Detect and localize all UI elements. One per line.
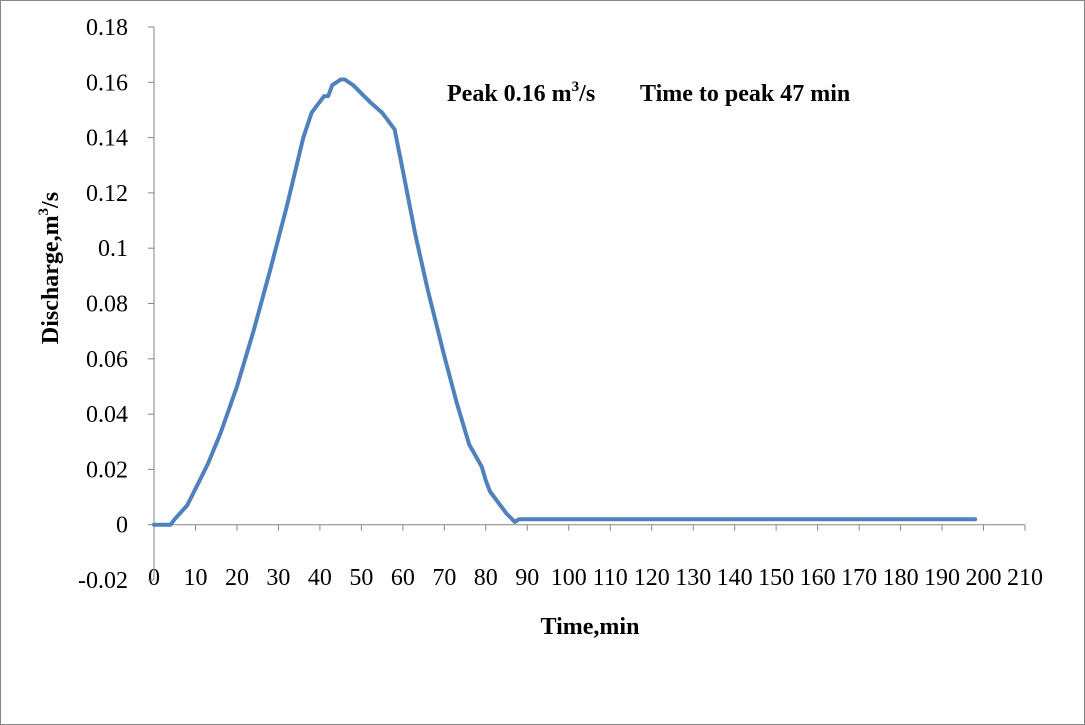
y-tick-label: 0.08 [86, 292, 128, 318]
y-tick-labels: -0.02 0 0.02 0.04 0.06 0.08 0.1 0.12 0.14 0.16 0.1… [78, 15, 128, 594]
y-axis-title-tail: /s [38, 192, 64, 209]
discharge-series-line [152, 77, 978, 527]
y-axis-title: Discharge,m3/s [36, 192, 64, 344]
x-tick-label: 140 [717, 565, 753, 591]
y-tick-label: 0.16 [86, 70, 128, 96]
x-tick-label: 20 [225, 565, 249, 591]
x-tick-label: 170 [841, 565, 877, 591]
x-tick-label: 10 [183, 565, 207, 591]
x-tick-label: 60 [391, 565, 415, 591]
peak-annotation-main: Peak 0.16 m [447, 81, 572, 107]
time-to-peak-annotation: Time to peak 47 min [640, 81, 850, 107]
x-tick-label: 110 [593, 565, 628, 591]
peak-annotation-sup: 3 [572, 79, 580, 95]
y-tick-label: 0.02 [86, 457, 128, 483]
y-axis-title-sup: 3 [36, 208, 52, 216]
x-tick-label: 130 [675, 565, 711, 591]
x-tick-label: 40 [308, 565, 332, 591]
x-tick-label: 210 [1007, 565, 1043, 591]
x-tick-label: 90 [515, 565, 539, 591]
x-tick-labels: 0 10 20 30 40 50 60 70 80 90 100 110 120 130 140 150 160… [148, 565, 1043, 591]
x-tick-label: 30 [266, 565, 290, 591]
x-tick-label: 180 [883, 565, 919, 591]
x-tick-label: 200 [966, 565, 1002, 591]
y-tick-label: 0 [116, 513, 128, 539]
y-tick-label: 0.04 [86, 402, 128, 428]
x-tick-label: 120 [634, 565, 670, 591]
y-tick-label: 0.18 [86, 15, 128, 41]
x-tick-label: 190 [924, 565, 960, 591]
x-tick-label: 50 [349, 565, 373, 591]
x-tick-label: 70 [432, 565, 456, 591]
x-tick-label: 100 [551, 565, 587, 591]
y-tick-label: 0.14 [86, 126, 128, 152]
peak-annotation: Peak 0.16 m3/s [447, 79, 595, 107]
peak-annotation-tail: /s [578, 81, 595, 107]
y-axis-title-main: Discharge,m [38, 215, 64, 344]
series-layer [152, 77, 978, 527]
axes [148, 26, 1026, 581]
x-axis-title: Time,min [541, 614, 640, 640]
y-tick-label: 0.1 [98, 236, 128, 262]
y-tick-label: -0.02 [78, 568, 128, 594]
x-tick-label: 80 [474, 565, 498, 591]
y-tick-label: 0.12 [86, 181, 128, 207]
y-tick-label: 0.06 [86, 347, 128, 373]
x-tick-label: 160 [800, 565, 836, 591]
x-tick-label: 150 [758, 565, 794, 591]
